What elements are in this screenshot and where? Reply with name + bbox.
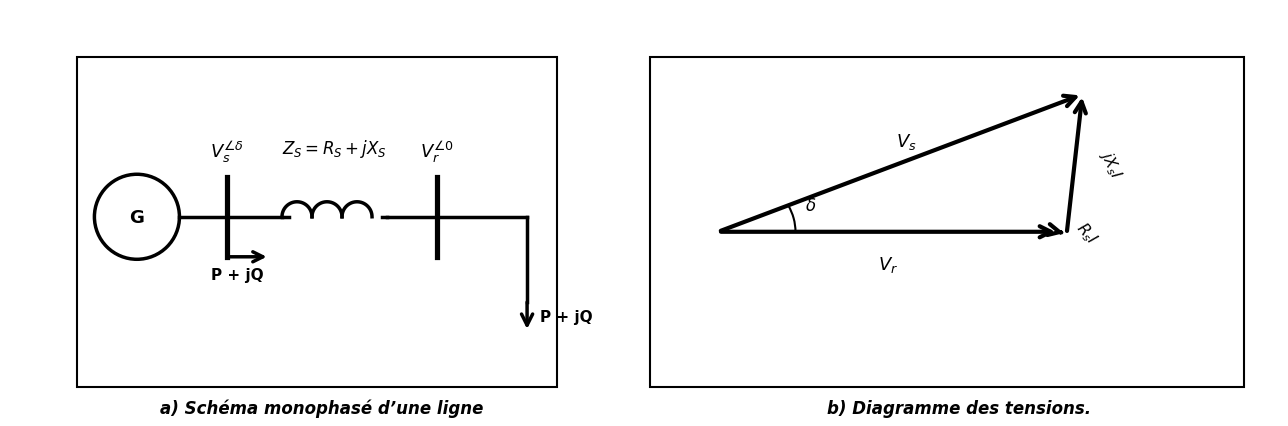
Text: $V_r$: $V_r$ <box>878 255 898 275</box>
Text: P + jQ: P + jQ <box>540 310 592 325</box>
Text: $V_s$: $V_s$ <box>896 131 917 151</box>
Text: $V_s^{\angle\delta}$: $V_s^{\angle\delta}$ <box>210 139 243 165</box>
Text: G: G <box>130 208 144 226</box>
Text: $jX_s I$: $jX_s I$ <box>1096 148 1126 181</box>
Text: P + jQ: P + jQ <box>211 267 263 282</box>
Text: $\delta$: $\delta$ <box>805 197 817 215</box>
Text: b) Diagramme des tensions.: b) Diagramme des tensions. <box>827 400 1092 417</box>
Circle shape <box>94 175 179 260</box>
Text: $R_s I$: $R_s I$ <box>1072 219 1101 248</box>
FancyBboxPatch shape <box>650 58 1244 387</box>
Text: $Z_S = R_S + jX_S$: $Z_S = R_S + jX_S$ <box>282 138 386 160</box>
Text: $V_r^{\angle 0}$: $V_r^{\angle 0}$ <box>420 139 455 165</box>
Text: a) Schéma monophasé d’une ligne: a) Schéma monophasé d’une ligne <box>160 399 484 417</box>
FancyBboxPatch shape <box>77 58 558 387</box>
